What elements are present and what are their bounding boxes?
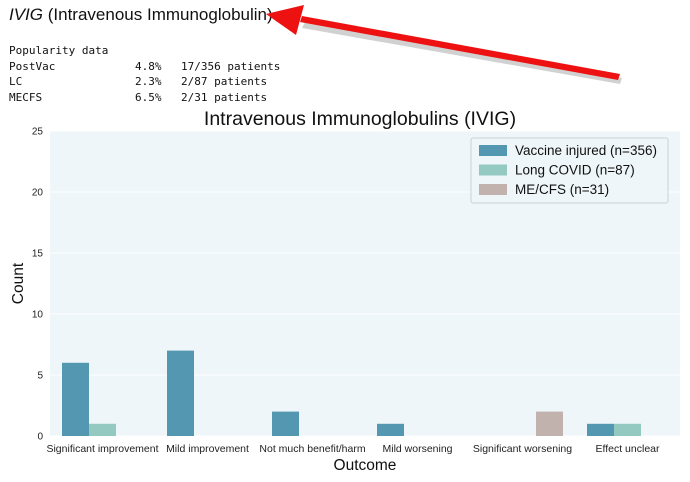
y-tick-label: 5 [37,371,43,382]
popularity-group: MECFS [9,90,43,104]
y-tick-label: 20 [32,188,44,199]
chart-title: Intravenous Immunoglobulins (IVIG) [204,108,516,130]
popularity-count: 2/87 patients [181,75,268,88]
x-tick-label: Significant worsening [473,443,572,455]
red-arrow-icon [266,5,622,84]
popularity-data: Popularity data PostVac 4.8% 17/356 patien… [9,43,280,105]
popularity-percent: 4.8% [135,59,162,73]
bar [587,423,614,436]
x-tick-label: Effect unclear [595,443,660,455]
legend-label: Vaccine injured (n=356) [515,143,657,158]
bar [167,350,194,436]
x-axis-label: Outcome [334,457,397,474]
y-tick-label: 0 [37,432,43,443]
heading-full-name: (Intravenous Immunoglobulin) [47,5,273,24]
popularity-row-mecfs: MECFS 6.5% 2/31 patients [9,90,280,106]
bar [614,423,641,436]
popularity-group: PostVac [9,59,56,73]
bar [62,362,89,436]
y-tick-label: 25 [32,127,44,138]
y-tick-label: 15 [32,249,44,260]
bar [89,423,116,436]
bar [536,411,563,436]
legend-swatch [479,164,507,176]
legend-label: ME/CFS (n=31) [515,182,609,197]
bar [377,423,404,436]
popularity-percent: 2.3% [135,75,162,88]
legend-swatch [479,184,507,195]
x-tick-label: Mild worsening [382,443,452,455]
x-tick-label: Significant improvement [46,443,158,455]
popularity-group: LC [9,75,23,88]
x-tick-label: Mild improvement [166,443,249,455]
popularity-percent: 6.5% [135,90,162,104]
x-tick-label: Not much benefit/harm [259,443,365,455]
y-axis-label: Count [10,262,27,304]
popularity-title: Popularity data [9,44,109,57]
popularity-row-postvac: PostVac 4.8% 17/356 patients [9,59,280,75]
popularity-row-lc: LC 2.3% 2/87 patients [9,74,280,90]
legend-label: Long COVID (n=87) [515,163,635,178]
legend-swatch [479,145,507,156]
bar [272,411,299,436]
page-heading: IVIG (Intravenous Immunoglobulin) [9,5,273,25]
heading-abbreviation: IVIG [9,5,44,24]
y-tick-label: 10 [32,310,44,321]
popularity-count: 2/31 patients [181,90,268,104]
popularity-count: 17/356 patients [181,59,281,73]
legend-box [470,137,669,204]
